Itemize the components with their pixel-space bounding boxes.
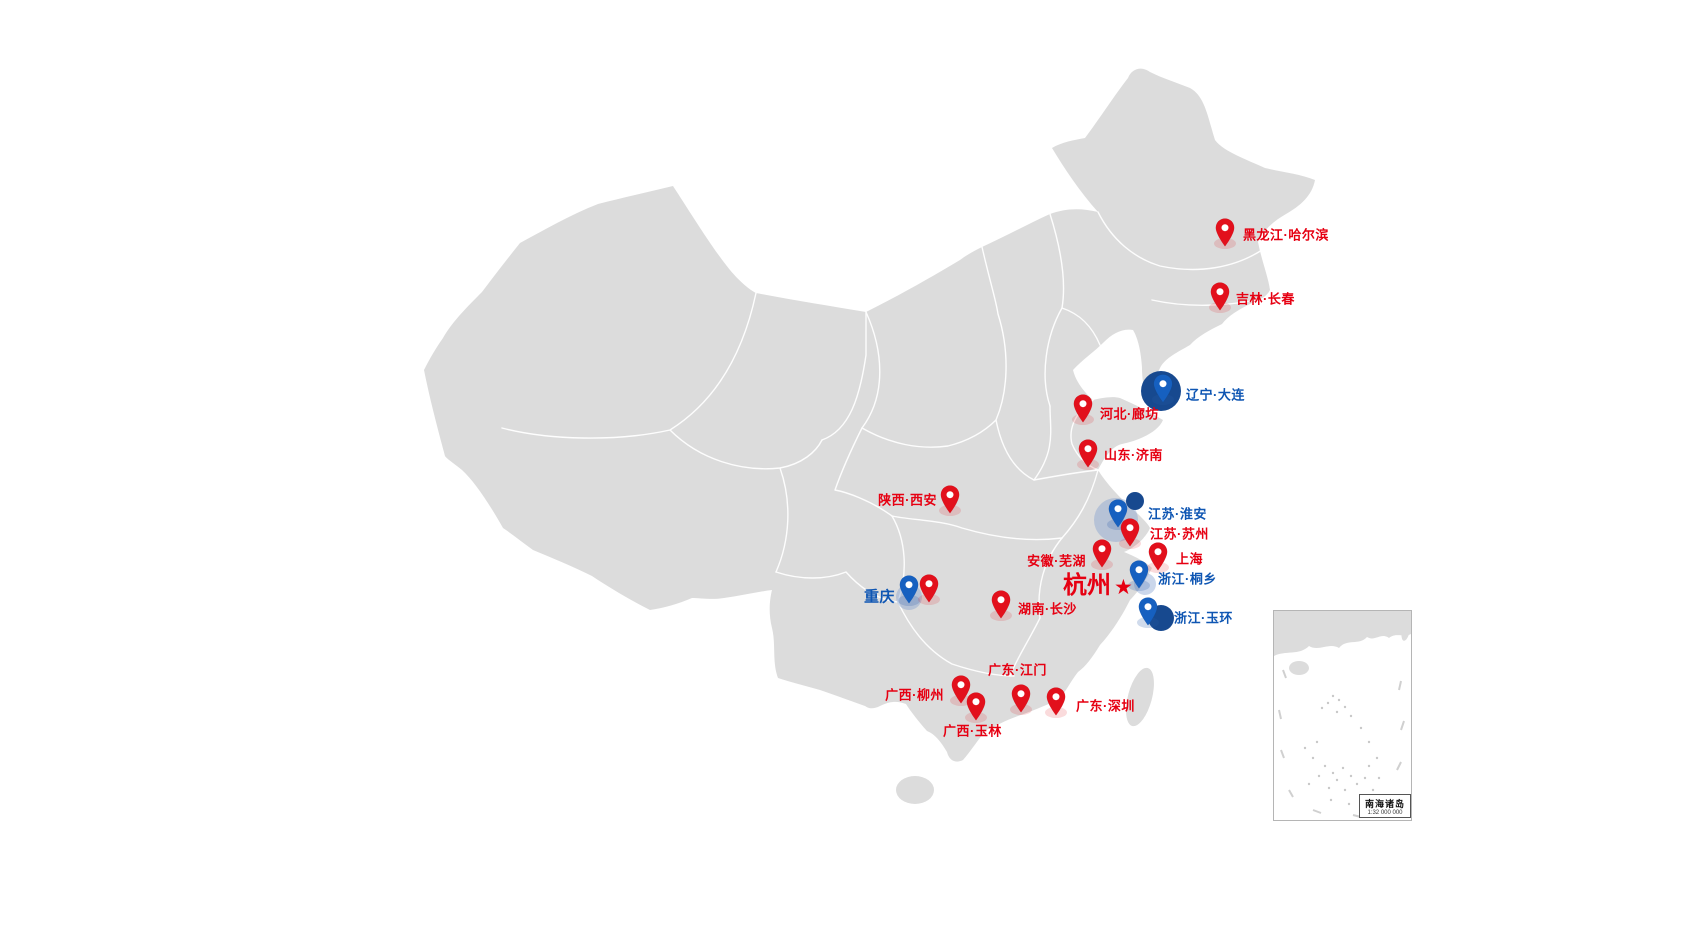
location-pin-icon[interactable] <box>1108 499 1128 528</box>
location-pin-icon[interactable] <box>1011 684 1031 713</box>
location-pin-icon[interactable] <box>1210 282 1230 311</box>
location-pin-icon[interactable] <box>1153 374 1173 403</box>
marker-label[interactable]: 河北·廊坊 <box>1100 406 1159 422</box>
marker-label[interactable]: 浙江·玉环 <box>1174 610 1233 626</box>
marker-label[interactable]: 广西·柳州 <box>885 687 944 703</box>
marker-label[interactable]: 江苏·苏州 <box>1150 526 1209 542</box>
star-icon: ★ <box>1114 575 1133 599</box>
marker-label[interactable]: 江苏·淮安 <box>1148 506 1207 522</box>
location-pin-icon[interactable] <box>966 692 986 721</box>
location-pin-icon[interactable] <box>1148 542 1168 571</box>
location-pin-icon[interactable] <box>1138 597 1158 626</box>
inset-dash-line <box>1278 669 1405 818</box>
marker-label[interactable]: 陕西·西安 <box>878 492 937 508</box>
inset-taiwan <box>1401 619 1411 641</box>
hainan-island-shape <box>896 776 934 804</box>
location-pin-icon[interactable] <box>1215 218 1235 247</box>
location-pin-icon[interactable] <box>899 575 919 604</box>
marker-label[interactable]: 湖南·长沙 <box>1018 601 1077 617</box>
location-pin-icon[interactable] <box>1046 687 1066 716</box>
marker-label[interactable]: 辽宁·大连 <box>1186 387 1245 403</box>
location-pin-icon[interactable] <box>1078 439 1098 468</box>
inset-scale: 1:32 000 000 <box>1367 810 1403 816</box>
location-pin-icon[interactable] <box>919 574 939 603</box>
inset-title: 南海诸岛 <box>1364 799 1405 809</box>
location-pin-icon[interactable] <box>1120 518 1140 547</box>
location-pin-icon[interactable] <box>1073 394 1093 423</box>
location-pin-icon[interactable] <box>991 590 1011 619</box>
marker-label[interactable]: 黑龙江·哈尔滨 <box>1243 227 1329 243</box>
region-highlight <box>1126 492 1144 510</box>
marker-label[interactable]: 广东·江门 <box>988 662 1047 678</box>
headquarters-hangzhou[interactable]: 杭州 ★ <box>1063 574 1133 598</box>
marker-label[interactable]: 广东·深圳 <box>1076 698 1135 714</box>
marker-label[interactable]: 吉林·长春 <box>1236 291 1295 307</box>
marker-label[interactable]: 安徽·芜湖 <box>1027 553 1086 569</box>
taiwan-island-shape <box>1126 667 1154 727</box>
inset-hainan <box>1289 661 1309 675</box>
inset-label-box: 南海诸岛 1:32 000 000 <box>1359 794 1411 818</box>
inset-coastline <box>1273 611 1411 656</box>
location-pin-icon[interactable] <box>1129 560 1149 589</box>
inset-islands <box>1303 694 1381 806</box>
marker-label[interactable]: 山东·济南 <box>1104 447 1163 463</box>
inset-map <box>1273 610 1412 821</box>
location-pin-icon[interactable] <box>940 485 960 514</box>
marker-label[interactable]: 广西·玉林 <box>943 723 1002 739</box>
location-pin-icon[interactable] <box>951 675 971 704</box>
marker-label[interactable]: 重庆 <box>863 588 895 606</box>
headquarters-label: 杭州 <box>1063 572 1111 599</box>
marker-label[interactable]: 浙江·桐乡 <box>1158 571 1217 587</box>
location-pin-icon[interactable] <box>1092 539 1112 568</box>
marker-label[interactable]: 上海 <box>1176 551 1204 567</box>
